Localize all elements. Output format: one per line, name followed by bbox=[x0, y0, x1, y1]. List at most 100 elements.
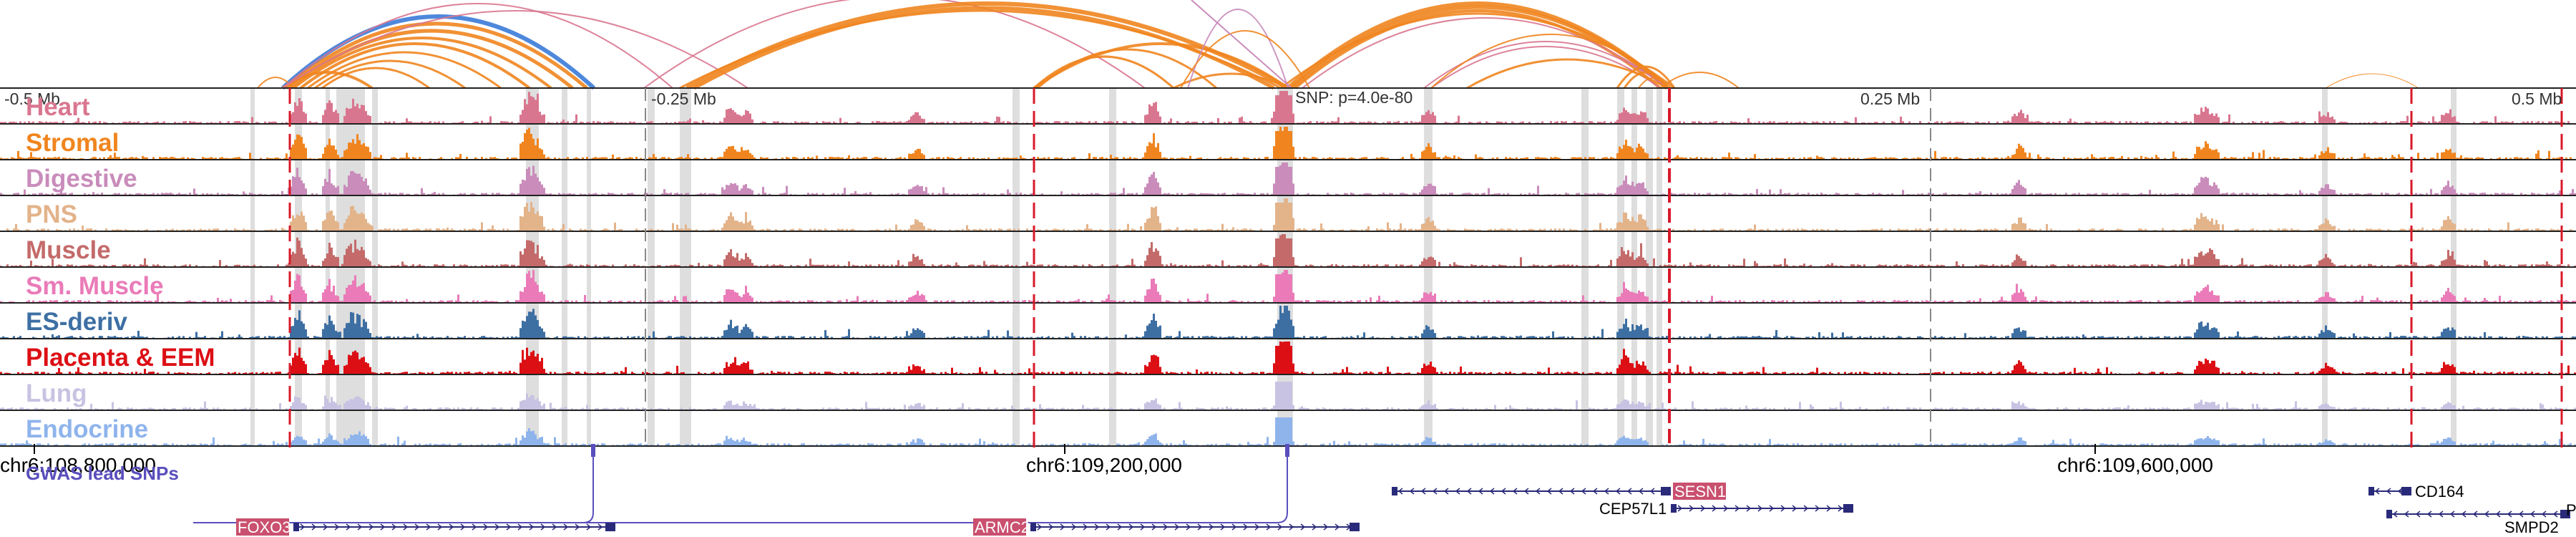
gene-strand-arrow bbox=[2541, 511, 2547, 518]
gene-strand-arrow bbox=[1106, 523, 1111, 531]
gene-label-sesn1: SESN1 bbox=[1674, 483, 1726, 500]
gene-strand-arrow bbox=[1512, 488, 1518, 495]
gene-strand-arrow bbox=[1826, 505, 1832, 512]
signal-digestive bbox=[0, 163, 2576, 195]
gene-exon bbox=[605, 523, 615, 531]
gene-strand-arrow bbox=[494, 523, 500, 531]
loop-arc bbox=[282, 10, 748, 89]
loop-arc bbox=[314, 59, 466, 90]
loop-arc bbox=[1294, 9, 1662, 90]
gene-strand-arrow bbox=[2426, 511, 2432, 518]
track-labels: Heart Stromal Digestive PNS Muscle Sm. Muscle… bbox=[26, 93, 215, 443]
gene-strand-arrow bbox=[2449, 511, 2455, 518]
gene-strand-arrow bbox=[346, 523, 351, 531]
gene-strand-arrow bbox=[1174, 523, 1180, 531]
gene-strand-arrow bbox=[1638, 488, 1644, 495]
signal-endocrine bbox=[0, 417, 2576, 446]
gene-strand-arrow bbox=[1071, 523, 1077, 531]
loop-arc bbox=[2325, 73, 2419, 89]
gene-exon bbox=[2368, 487, 2374, 495]
loop-arc bbox=[1033, 42, 1289, 90]
gene-strand-arrow bbox=[1569, 488, 1575, 495]
gene-exon bbox=[1350, 523, 1360, 531]
signal-sm_muscle bbox=[0, 270, 2576, 303]
gene-strand-arrow bbox=[1689, 505, 1694, 512]
gene-exon bbox=[1843, 504, 1853, 513]
offset-label-plus-025: 0.25 Mb bbox=[1860, 90, 1920, 108]
gene-strand-arrow bbox=[403, 523, 409, 531]
gene-strand-arrow bbox=[1803, 505, 1809, 512]
loop-arc bbox=[1173, 72, 1289, 90]
gwas-snp-marker-2 bbox=[1285, 444, 1289, 457]
loop-arc bbox=[292, 37, 552, 90]
gene-strand-arrow bbox=[1037, 523, 1043, 531]
gene-strand-arrow bbox=[563, 523, 569, 531]
gene-label-p-trunc: P bbox=[2566, 501, 2576, 519]
loop-arc bbox=[1033, 55, 1175, 90]
loop-arc bbox=[1191, 0, 1292, 89]
gene-strand-arrow bbox=[1815, 505, 1820, 512]
coordinate-axis: chr6:108,800,000 chr6:109,200,000 chr6:1… bbox=[0, 444, 2213, 476]
gene-strand-arrow bbox=[540, 523, 546, 531]
gene-strand-arrow bbox=[1592, 488, 1598, 495]
loop-arc bbox=[1180, 30, 1310, 89]
gene-strand-arrow bbox=[1649, 488, 1655, 495]
gene-strand-arrow bbox=[506, 523, 512, 531]
gene-strand-arrow bbox=[1746, 505, 1752, 512]
offset-axis: -0.5 Mb -0.25 Mb SNP: p=4.0e-80 0.25 Mb … bbox=[4, 88, 2562, 108]
coord-label-3: chr6:109,600,000 bbox=[2057, 454, 2213, 476]
gene-strand-arrow bbox=[2484, 511, 2489, 518]
gene-strand-arrow bbox=[1048, 523, 1054, 531]
gene-strand-arrow bbox=[1117, 523, 1123, 531]
gene-strand-arrow bbox=[1712, 505, 1717, 512]
gene-strand-arrow bbox=[2507, 511, 2512, 518]
loop-arc bbox=[1659, 72, 1740, 89]
signal-pns bbox=[0, 198, 2576, 231]
signal-muscle bbox=[0, 234, 2576, 267]
gene-exon bbox=[1392, 487, 1397, 495]
gene-label-armc2: ARMC2 bbox=[975, 518, 1030, 536]
gene-strand-arrow bbox=[1243, 523, 1249, 531]
signal-heart bbox=[0, 91, 2576, 124]
track-label-heart: Heart bbox=[26, 93, 90, 121]
gene-strand-arrow bbox=[2529, 511, 2535, 518]
gene-strand-arrow bbox=[1266, 523, 1272, 531]
gene-strand-arrow bbox=[1478, 488, 1483, 495]
signal-lung bbox=[0, 382, 2576, 410]
gene-label-highlight bbox=[1673, 483, 1726, 500]
gene-strand-arrow bbox=[1186, 523, 1191, 531]
gene-strand-arrow bbox=[2386, 488, 2391, 495]
gene-strand-arrow bbox=[472, 523, 477, 531]
offset-label-minus-025: -0.25 Mb bbox=[651, 90, 716, 108]
gene-label-smpd2: SMPD2 bbox=[2504, 518, 2559, 536]
gene-strand-arrow bbox=[1677, 505, 1683, 512]
gene-exon bbox=[1661, 487, 1671, 495]
loop-arc bbox=[1187, 9, 1289, 89]
gene-strand-arrow bbox=[2415, 511, 2421, 518]
gene-strand-arrow bbox=[391, 523, 397, 531]
signal-stromal bbox=[0, 127, 2576, 160]
loop-arc bbox=[1466, 58, 1668, 90]
gene-strand-arrow bbox=[1409, 488, 1415, 495]
loop-arc bbox=[1430, 46, 1661, 89]
gene-strand-arrow bbox=[1289, 523, 1294, 531]
gene-strand-arrow bbox=[2552, 511, 2558, 518]
gene-label-highlight bbox=[973, 518, 1026, 536]
track-label-lung: Lung bbox=[26, 379, 87, 407]
gene-strand-arrow bbox=[2397, 488, 2403, 495]
track-label-digestive: Digestive bbox=[26, 165, 137, 193]
loop-arc bbox=[679, 9, 1282, 90]
loop-arc bbox=[1280, 12, 1675, 90]
loop-arcs bbox=[257, 0, 2419, 90]
gene-strand-arrow bbox=[1209, 523, 1214, 531]
loop-arc bbox=[299, 42, 531, 90]
gene-strand-arrow bbox=[1735, 505, 1740, 512]
gene-strand-arrow bbox=[1151, 523, 1157, 531]
signal-tracks bbox=[0, 87, 2576, 447]
gene-strand-arrow bbox=[1558, 488, 1563, 495]
coord-label-1: chr6:108,800,000 bbox=[0, 454, 156, 476]
gene-strand-arrow bbox=[2518, 511, 2524, 518]
gene-strand-arrow bbox=[1220, 523, 1226, 531]
gene-strand-arrow bbox=[1060, 523, 1065, 531]
